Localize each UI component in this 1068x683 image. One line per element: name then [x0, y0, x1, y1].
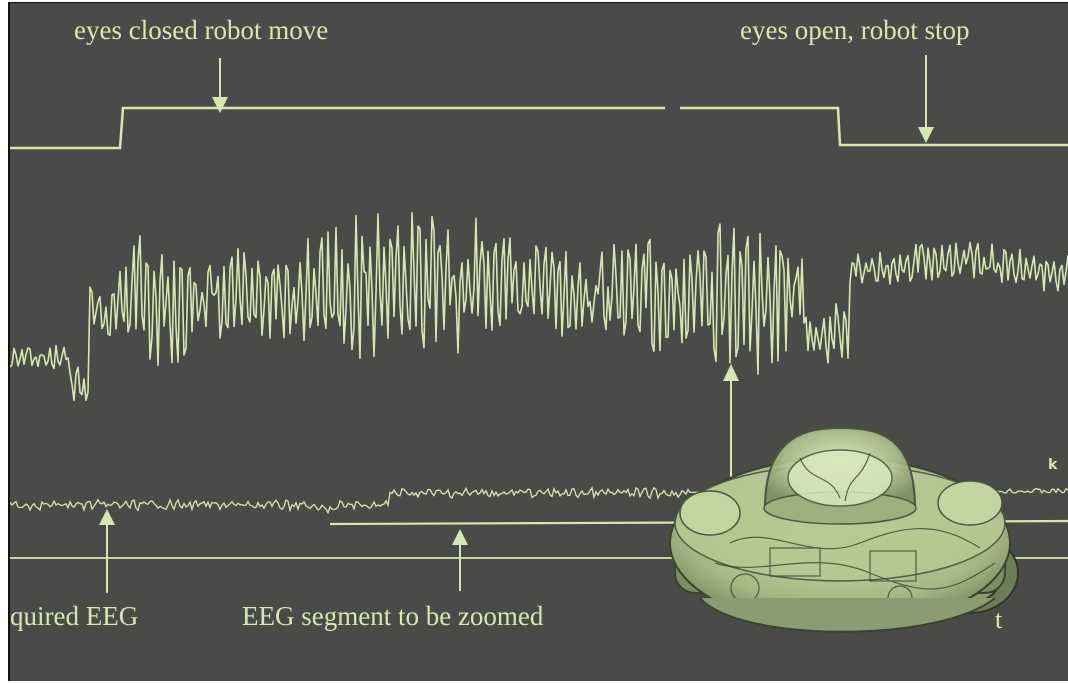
arrow-zoom-target [723, 364, 739, 493]
eeg-filtered-trace [10, 486, 1068, 515]
figure-canvas: k [10, 55, 1068, 633]
robot-state-signal [10, 106, 665, 150]
arrow-acquired-eeg [99, 509, 115, 593]
robot-state-signal-right [680, 106, 1068, 147]
partial-mark: k [1048, 457, 1058, 473]
label-eyes-open: eyes open, robot stop [740, 15, 970, 45]
robot-icon [669, 426, 1019, 633]
eeg-figure: k [8, 2, 1068, 681]
arrow-eyes-closed [212, 58, 228, 113]
label-eyes-closed: eyes closed robot move [74, 15, 329, 45]
label-eeg-segment: EEG segment to be zoomed [242, 601, 544, 631]
label-partial-right: t [995, 605, 1003, 634]
arrow-eyes-open [918, 55, 934, 143]
eeg-raw-trace [10, 212, 1068, 402]
label-acquired-eeg: quired EEG [10, 601, 139, 631]
arrow-eeg-segment [452, 529, 468, 591]
